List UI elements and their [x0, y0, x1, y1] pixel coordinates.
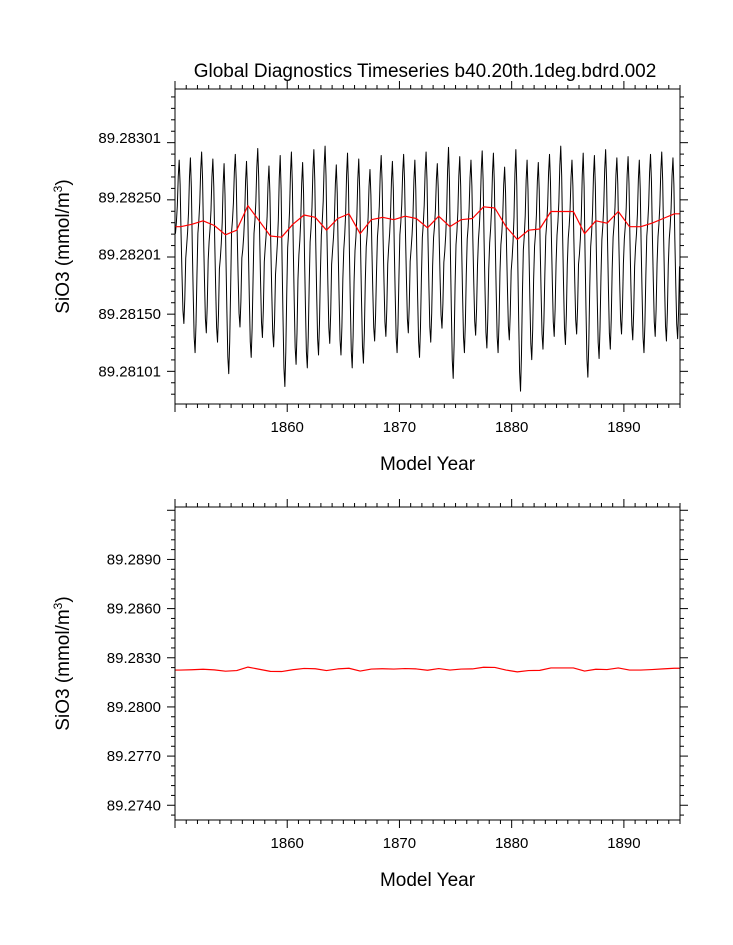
- y-axis-label-sup: 3: [51, 185, 65, 192]
- y-axis-label-main: SiO3 (mmol/m: [53, 192, 74, 313]
- y-tick-label: 89.2860: [107, 601, 161, 618]
- y-tick-label: 89.28150: [98, 306, 161, 323]
- top-monthly-line: [175, 145, 680, 392]
- y-axis-label: SiO3 (mmol/m3): [51, 596, 74, 730]
- figure-title: Global Diagnostics Timeseries b40.20th.1…: [194, 61, 657, 82]
- y-axis-label-main: SiO3 (mmol/m: [53, 609, 74, 730]
- y-axis-label-sup: 3: [51, 602, 65, 609]
- y-tick-label: 89.2890: [107, 551, 161, 568]
- bottom-ticks: [167, 499, 688, 828]
- y-tick-label: 89.28250: [98, 190, 161, 207]
- x-tick-label: 1880: [495, 419, 528, 436]
- x-tick-label: 1870: [383, 419, 416, 436]
- x-axis-label: Model Year: [380, 870, 476, 891]
- x-tick-label: 1890: [607, 835, 640, 852]
- bottom-annual-line: [175, 666, 680, 673]
- y-tick-label: 89.2770: [107, 748, 161, 765]
- bottom-panel: 1860 1870 1880 1890 89.2740 89.2770 89.2800 89.…: [51, 499, 688, 891]
- y-tick-label: 89.28201: [98, 247, 161, 264]
- y-axis-label: SiO3 (mmol/m3): [51, 179, 74, 313]
- x-axis-label: Model Year: [380, 454, 476, 475]
- top-annual-line: [175, 205, 680, 241]
- top-series-group: [175, 145, 680, 392]
- top-panel: 1860 1870 1880 1890 89.28101 89.28150 89.28201…: [51, 81, 688, 475]
- y-tick-label: 89.2830: [107, 650, 161, 667]
- x-tick-label: 1890: [607, 419, 640, 436]
- x-tick-label: 1870: [383, 835, 416, 852]
- y-axis-label-tail: ): [53, 179, 74, 185]
- x-tick-label: 1860: [271, 835, 304, 852]
- top-plot-frame: [174, 88, 681, 405]
- x-tick-label: 1880: [495, 835, 528, 852]
- y-axis-label-tail: ): [53, 596, 74, 602]
- x-tick-label: 1860: [271, 419, 304, 436]
- y-tick-label: 89.2800: [107, 699, 161, 716]
- bottom-plot-frame: [174, 506, 681, 821]
- y-tick-label: 89.2740: [107, 797, 161, 814]
- bottom-series-group: [175, 666, 680, 673]
- y-tick-label: 89.28101: [98, 363, 161, 380]
- top-ticks: [167, 81, 688, 412]
- y-tick-label: 89.28301: [98, 130, 161, 147]
